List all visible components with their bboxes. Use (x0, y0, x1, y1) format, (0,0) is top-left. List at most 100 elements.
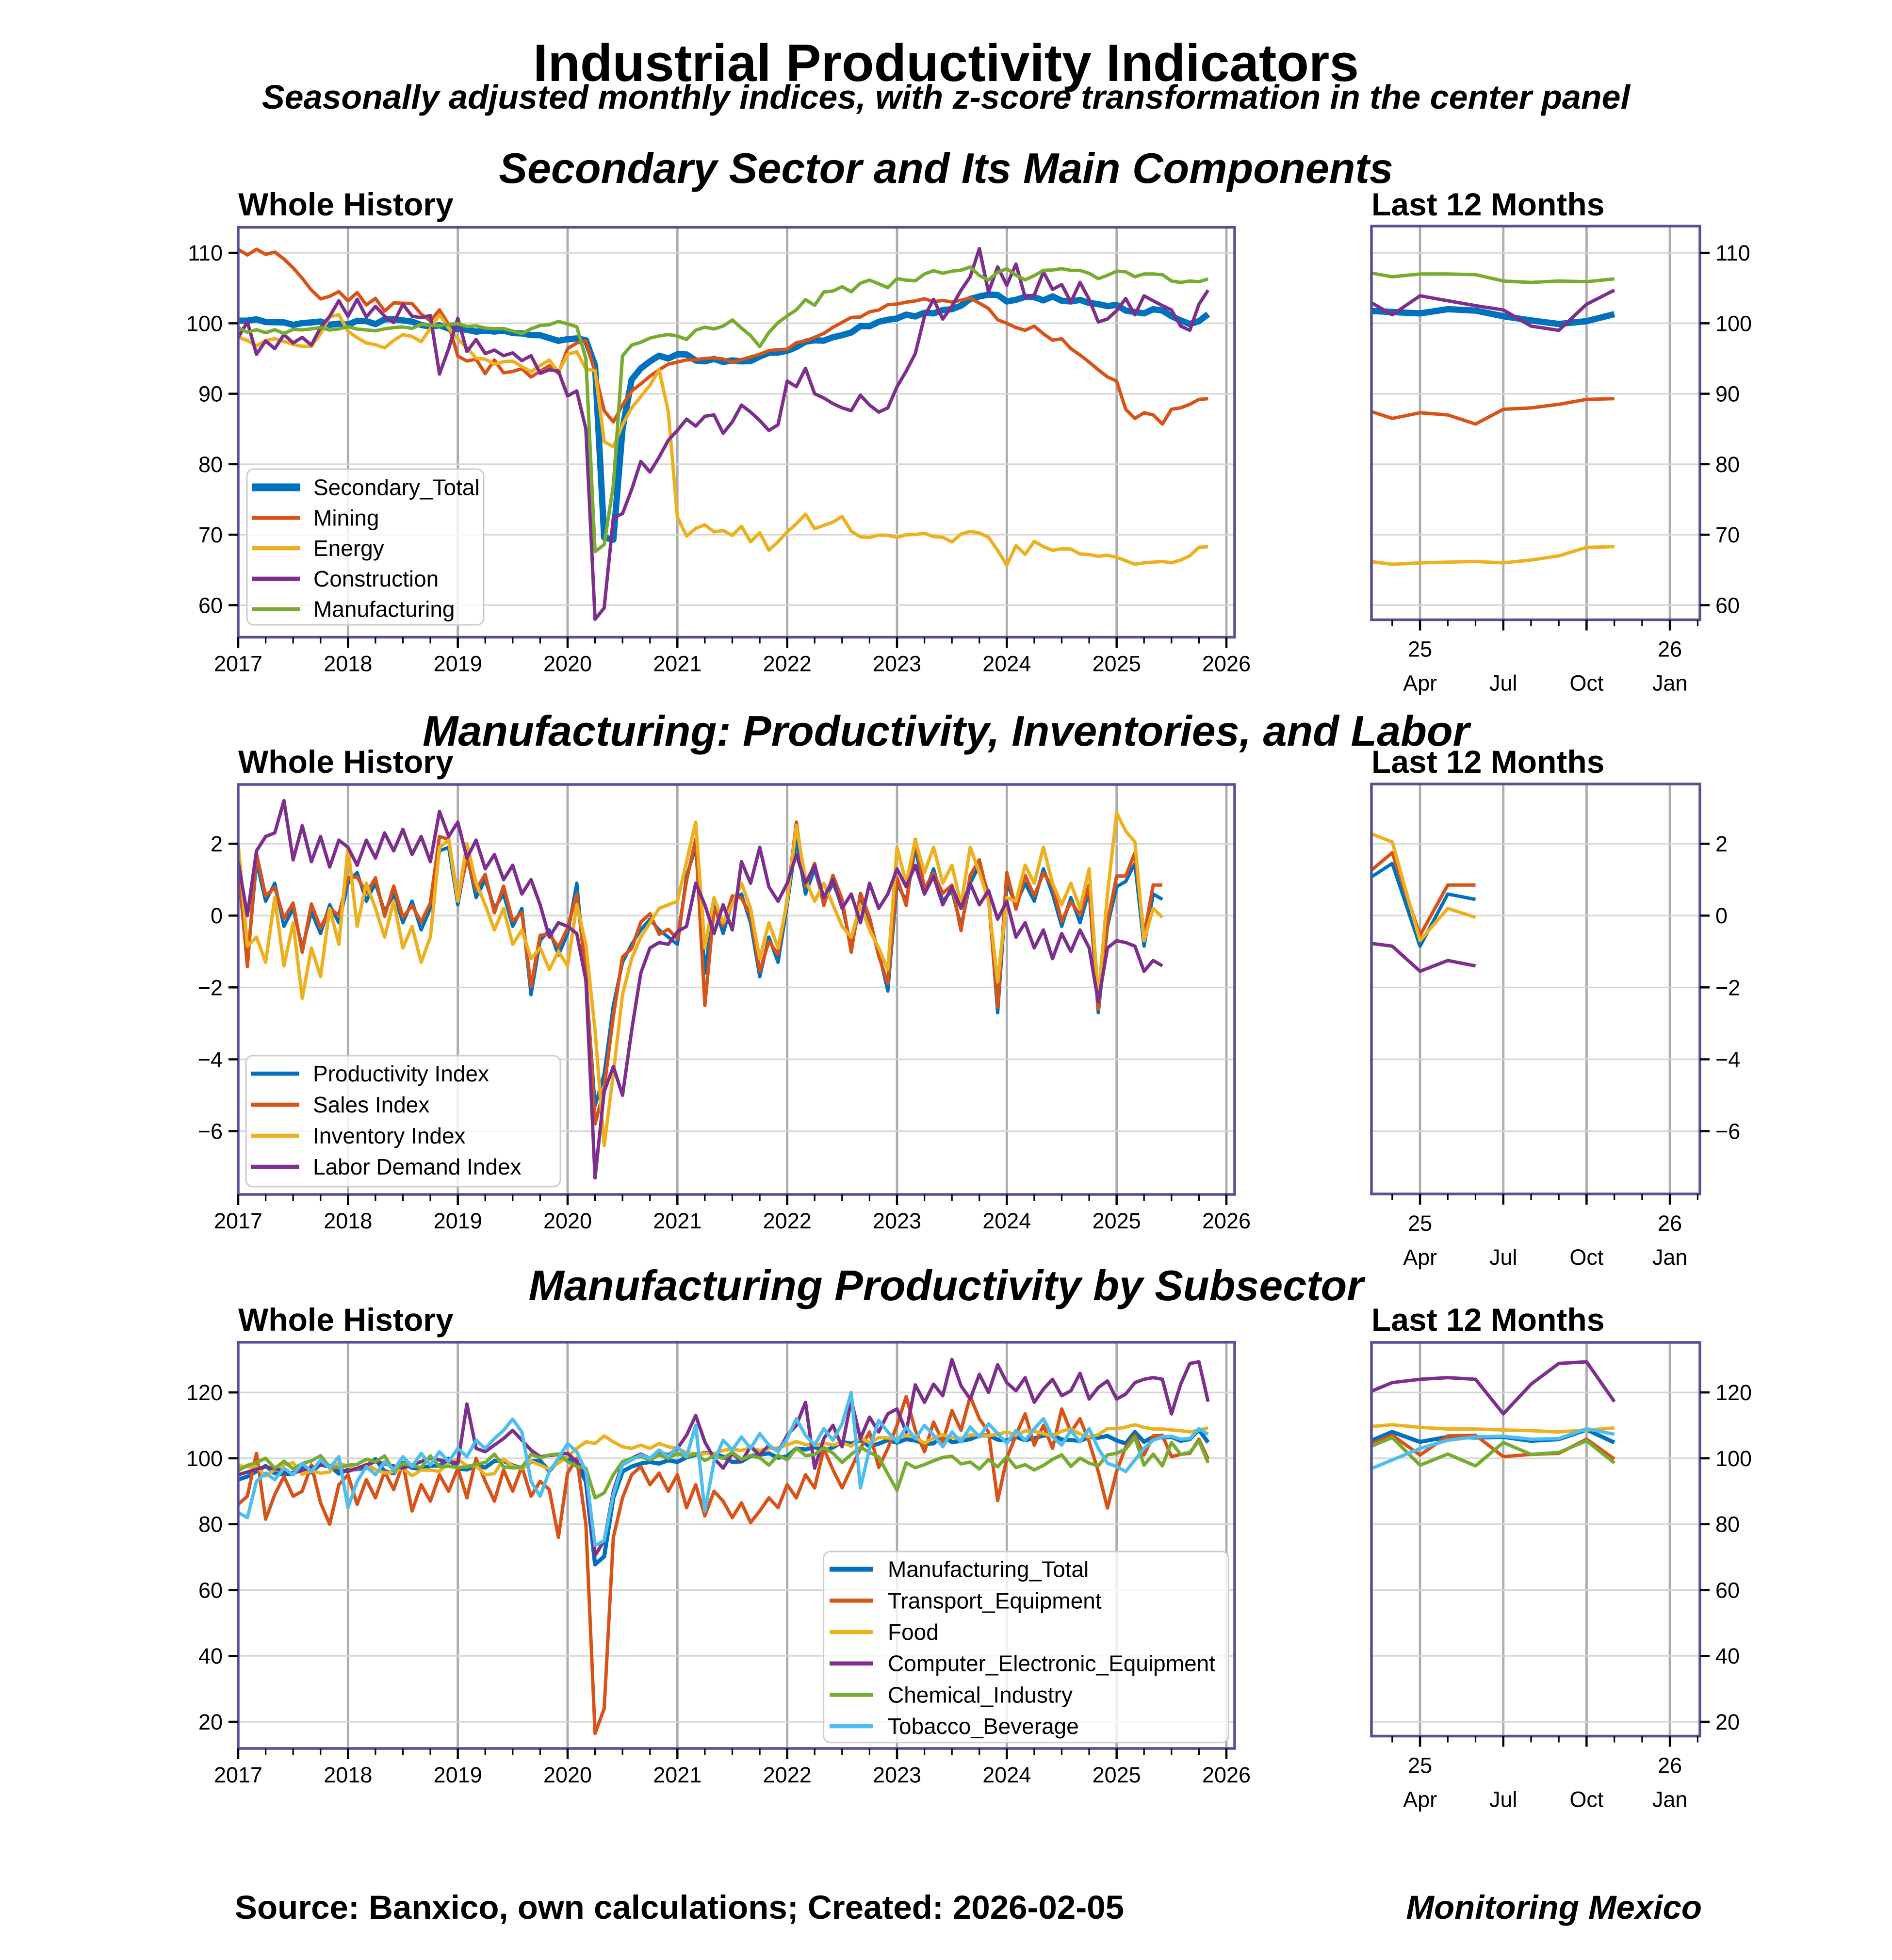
svg-text:0: 0 (1715, 903, 1728, 928)
svg-text:2022: 2022 (763, 1763, 812, 1787)
svg-text:20: 20 (1715, 1710, 1740, 1734)
svg-text:2022: 2022 (763, 1209, 812, 1233)
svg-text:−2: −2 (1715, 975, 1740, 1000)
svg-text:80: 80 (198, 1512, 223, 1537)
svg-text:2017: 2017 (214, 1763, 262, 1787)
svg-text:110: 110 (1715, 241, 1750, 265)
svg-text:Chemical_Industry: Chemical_Industry (888, 1682, 1073, 1707)
svg-text:2026: 2026 (1202, 1209, 1251, 1233)
svg-text:25: 25 (1408, 1753, 1432, 1778)
svg-text:2022: 2022 (763, 651, 812, 676)
svg-text:Mining: Mining (313, 505, 379, 530)
svg-text:Oct: Oct (1569, 671, 1604, 696)
svg-text:Manufacturing: Manufacturing (313, 597, 455, 622)
svg-text:−4: −4 (1715, 1047, 1740, 1072)
svg-text:25: 25 (1408, 1211, 1432, 1236)
svg-text:2018: 2018 (324, 1763, 372, 1787)
svg-text:2020: 2020 (543, 1209, 592, 1233)
svg-text:Last 12 Months: Last 12 Months (1371, 186, 1604, 222)
svg-text:Computer_Electronic_Equipment: Computer_Electronic_Equipment (888, 1651, 1215, 1676)
svg-text:60: 60 (198, 1578, 223, 1603)
svg-text:70: 70 (1715, 523, 1740, 547)
svg-text:Industrial Productivity Indica: Industrial Productivity Indicators (533, 33, 1359, 93)
svg-text:Last 12 Months: Last 12 Months (1371, 1302, 1604, 1338)
svg-text:Food: Food (888, 1619, 939, 1645)
svg-text:80: 80 (198, 452, 223, 477)
svg-text:Inventory Index: Inventory Index (313, 1123, 466, 1148)
svg-text:2: 2 (1715, 832, 1728, 856)
svg-text:90: 90 (198, 382, 223, 407)
svg-text:40: 40 (198, 1644, 223, 1668)
svg-text:Monitoring Mexico: Monitoring Mexico (1406, 1889, 1702, 1926)
svg-text:2021: 2021 (653, 1763, 701, 1787)
svg-text:Secondary Sector and Its Main: Secondary Sector and Its Main Components (499, 144, 1393, 192)
svg-text:26: 26 (1658, 1753, 1682, 1778)
svg-text:Transport_Equipment: Transport_Equipment (888, 1588, 1102, 1613)
svg-text:Jul: Jul (1489, 671, 1517, 696)
svg-text:60: 60 (1715, 593, 1740, 618)
svg-text:Whole History: Whole History (238, 186, 454, 222)
svg-text:70: 70 (198, 523, 223, 547)
svg-text:−4: −4 (198, 1047, 223, 1072)
svg-text:2017: 2017 (214, 651, 262, 676)
svg-text:Jul: Jul (1489, 1787, 1517, 1812)
svg-text:2023: 2023 (873, 651, 921, 676)
svg-text:2020: 2020 (543, 1763, 592, 1787)
svg-text:Apr: Apr (1403, 671, 1437, 696)
svg-text:0: 0 (211, 903, 223, 928)
svg-text:Tobacco_Beverage: Tobacco_Beverage (888, 1714, 1079, 1739)
svg-text:26: 26 (1658, 637, 1682, 662)
svg-text:100: 100 (1715, 1446, 1752, 1471)
svg-text:Sales Index: Sales Index (313, 1092, 429, 1117)
svg-text:2018: 2018 (324, 651, 372, 676)
svg-text:2026: 2026 (1202, 1763, 1251, 1787)
svg-text:Secondary_Total: Secondary_Total (313, 475, 480, 500)
svg-text:Manufacturing_Total: Manufacturing_Total (888, 1557, 1089, 1582)
svg-text:2025: 2025 (1093, 1763, 1141, 1787)
svg-text:2017: 2017 (214, 1209, 262, 1233)
svg-text:25: 25 (1408, 637, 1432, 662)
svg-text:Manufacturing: Productivity, I: Manufacturing: Productivity, Inventories… (423, 707, 1472, 755)
svg-text:−6: −6 (198, 1119, 223, 1144)
svg-text:Source: Banxico, own calculati: Source: Banxico, own calculations; Creat… (235, 1889, 1124, 1926)
svg-text:120: 120 (186, 1380, 223, 1405)
svg-text:90: 90 (1715, 382, 1740, 407)
svg-text:80: 80 (1715, 452, 1740, 477)
svg-text:2024: 2024 (982, 1763, 1031, 1787)
svg-text:2020: 2020 (543, 651, 592, 676)
svg-text:120: 120 (1715, 1380, 1752, 1405)
svg-text:Jan: Jan (1652, 1787, 1688, 1812)
svg-text:2025: 2025 (1093, 1209, 1141, 1233)
svg-text:Oct: Oct (1569, 1787, 1604, 1812)
svg-text:Jul: Jul (1489, 1245, 1517, 1270)
svg-text:Labor Demand Index: Labor Demand Index (313, 1154, 522, 1179)
svg-text:2019: 2019 (434, 1763, 482, 1787)
svg-text:−6: −6 (1715, 1119, 1740, 1144)
svg-text:2024: 2024 (982, 1209, 1031, 1233)
svg-text:2023: 2023 (873, 1209, 921, 1233)
svg-text:2019: 2019 (434, 651, 482, 676)
svg-text:2018: 2018 (324, 1209, 372, 1233)
svg-text:2023: 2023 (873, 1763, 921, 1787)
svg-text:−2: −2 (198, 975, 223, 1000)
svg-text:Whole History: Whole History (238, 744, 454, 780)
svg-text:2025: 2025 (1093, 651, 1141, 676)
svg-text:Jan: Jan (1652, 1245, 1688, 1270)
svg-text:2024: 2024 (982, 651, 1031, 676)
svg-text:100: 100 (186, 1446, 223, 1471)
svg-text:2021: 2021 (653, 651, 701, 676)
svg-text:Manufacturing Productivity by: Manufacturing Productivity by Subsector (528, 1261, 1366, 1309)
svg-text:80: 80 (1715, 1512, 1740, 1537)
svg-text:60: 60 (1715, 1578, 1740, 1603)
svg-text:2026: 2026 (1202, 651, 1251, 676)
svg-text:110: 110 (188, 241, 223, 265)
svg-text:60: 60 (198, 593, 223, 618)
svg-text:Energy: Energy (313, 536, 384, 561)
svg-text:Seasonally adjusted monthly in: Seasonally adjusted monthly indices, wit… (262, 78, 1631, 116)
svg-text:Apr: Apr (1403, 1245, 1437, 1270)
svg-text:Jan: Jan (1652, 671, 1688, 696)
svg-text:Construction: Construction (313, 566, 439, 591)
svg-text:2021: 2021 (653, 1209, 701, 1233)
svg-text:26: 26 (1658, 1211, 1682, 1236)
svg-text:20: 20 (198, 1710, 223, 1734)
